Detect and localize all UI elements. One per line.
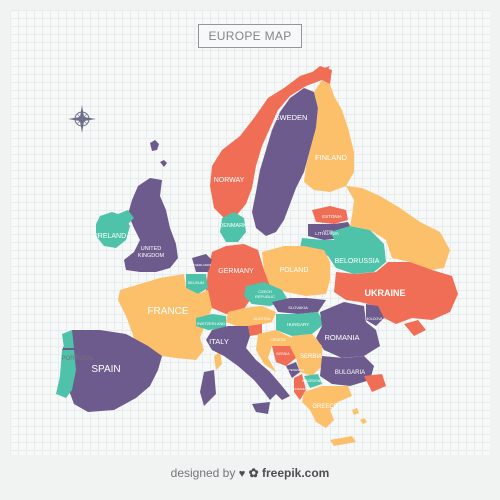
label-bulgaria: BULGARIA [335, 370, 365, 376]
country-france[interactable] [118, 274, 212, 360]
label-greece: GREECE [312, 404, 337, 410]
label-croatia: CROATIA [270, 338, 286, 342]
country-belgium[interactable] [186, 274, 208, 294]
label-belorussia: BELORUSSIA [335, 258, 380, 265]
label-estonia: ESTONIA [322, 214, 342, 219]
label-france: FRANCE [147, 306, 188, 317]
label-belgium: BELGIUM [188, 281, 204, 285]
country-bosnia[interactable] [272, 346, 296, 366]
country-ukraine[interactable] [334, 262, 458, 324]
label-poland: POLAND [280, 267, 309, 274]
label-czech-line2: REPUBLIC [255, 294, 275, 299]
label-spain: SPAIN [91, 364, 120, 375]
label-czech-line1: CZECH [258, 289, 272, 294]
country-slovenia [248, 324, 262, 336]
label-montenegro: MONTENEGRO [282, 368, 305, 372]
country-montenegro[interactable] [286, 362, 300, 378]
island-shape [160, 160, 167, 167]
island-shape [150, 140, 159, 151]
region-kola [310, 66, 332, 84]
attribution-footer: designed by ♥ ✿ freepik.com [0, 466, 500, 480]
country-bulgaria[interactable] [320, 356, 374, 386]
country-austria[interactable] [226, 306, 276, 326]
country-serbia[interactable] [290, 334, 322, 376]
island-sardinia [200, 370, 216, 406]
country-romania[interactable] [316, 302, 380, 358]
country-spain[interactable] [62, 330, 162, 412]
label-serbia: SERBIA [300, 354, 322, 360]
label-ukraine: UKRAINE [364, 288, 405, 298]
compass-rose-icon [68, 105, 96, 133]
label-ireland: IRELAND [96, 233, 126, 240]
label-albania: ALBANIA [294, 387, 307, 391]
label-italy: ITALY [209, 337, 229, 346]
island-sicily [252, 402, 270, 414]
country-netherlands[interactable] [192, 254, 212, 272]
country-portugal[interactable] [56, 350, 76, 398]
island-corsica [214, 352, 222, 370]
label-latvia: LATVIA [323, 229, 333, 233]
label-netherlands: NETHERLANDS [189, 263, 211, 267]
designed-by-text: designed by [170, 466, 236, 480]
label-macedonia: MACEDONIA [302, 379, 324, 383]
country-northern-ireland [118, 210, 134, 224]
country-czech-republic[interactable] [244, 282, 288, 306]
region-turkey-europe [364, 374, 386, 392]
country-denmark[interactable] [220, 212, 246, 242]
country-hungary[interactable] [276, 312, 324, 336]
label-switzerland: SWITZERLAND [197, 321, 226, 326]
country-slovakia[interactable] [272, 298, 326, 314]
country-poland[interactable] [262, 246, 330, 296]
region-russia-west [346, 186, 450, 270]
heart-icon: ♥ [238, 468, 246, 480]
label-bosnia: BOSNIA [276, 352, 290, 356]
country-belorussia[interactable] [328, 226, 386, 274]
label-hungary: HUNGARY [287, 322, 309, 327]
label-lithuania: LITHUANIA [315, 231, 339, 236]
label-portugal: PORTUGAL [62, 356, 96, 362]
label-finland: FINLAND [315, 153, 348, 162]
label-uk-line1: UNITED [141, 246, 162, 252]
country-sweden[interactable] [252, 88, 318, 236]
label-sweden: SWEDEN [275, 113, 308, 122]
label-uk-line2: KINGDOM [138, 253, 165, 259]
map-title: EUROPE MAP [198, 24, 302, 48]
country-macedonia[interactable] [304, 374, 322, 388]
country-albania[interactable] [294, 374, 306, 400]
label-denmark: DENMARK [219, 223, 247, 229]
region-crimea [404, 320, 426, 336]
country-norway[interactable] [210, 66, 330, 218]
country-italy[interactable] [206, 326, 290, 400]
island-greek [352, 408, 359, 415]
freepik-brand-link[interactable]: freepik.com [261, 466, 330, 480]
island-crete [330, 436, 356, 446]
label-germany: GERMANY [218, 268, 254, 275]
country-finland[interactable] [304, 80, 354, 192]
region-galicia [62, 330, 74, 348]
label-romania: ROMANIA [324, 333, 359, 342]
country-moldova[interactable] [366, 304, 384, 326]
country-greece[interactable] [302, 386, 352, 428]
country-united-kingdom[interactable] [124, 178, 178, 272]
island-greek [360, 418, 367, 424]
label-slovakia: SLOVAKIA [288, 305, 308, 310]
label-moldova: MOLDOVA [365, 317, 383, 321]
country-switzerland[interactable] [196, 314, 226, 330]
country-estonia[interactable] [312, 206, 348, 224]
freepik-logo-icon: ✿ [248, 466, 259, 480]
country-croatia[interactable] [256, 330, 292, 372]
label-norway: NORWAY [214, 177, 245, 184]
label-austria: AUSTRIA [253, 316, 271, 321]
